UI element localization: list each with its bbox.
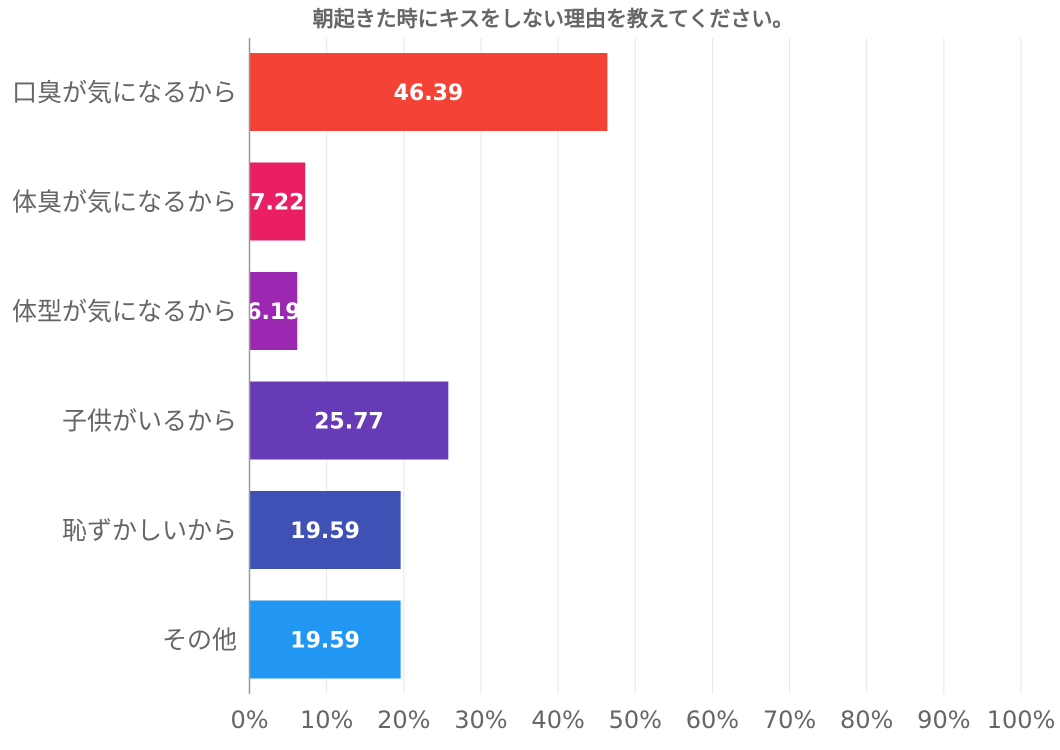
- bar: [249, 53, 608, 131]
- chart-title: 朝起きた時にキスをしない理由を教えてください。: [313, 7, 794, 31]
- bar-value-label: 46.39: [394, 81, 464, 106]
- x-tick-label: 30%: [454, 706, 507, 734]
- category-label: 体臭が気になるから: [12, 188, 237, 217]
- bar-value-label: 25.77: [314, 410, 384, 435]
- x-tick-label: 70%: [763, 706, 816, 734]
- x-tick-label: 60%: [686, 706, 739, 734]
- bar: [249, 381, 449, 460]
- category-label: 子供がいるから: [62, 407, 237, 436]
- bar-value-label: 7.22: [250, 191, 304, 216]
- bar: [249, 491, 401, 569]
- x-tick-label: 20%: [377, 706, 430, 734]
- category-label: 口臭が気になるから: [12, 78, 237, 107]
- category-label: その他: [162, 626, 237, 655]
- category-label: 恥ずかしいから: [62, 516, 237, 545]
- x-tick-label: 10%: [300, 706, 353, 734]
- bar: [249, 272, 298, 350]
- bar-value-label: 6.19: [246, 300, 300, 325]
- x-tick-label: 100%: [987, 706, 1056, 734]
- bars: 46.39 7.22 6.19 25.77 19.59 19.59: [246, 53, 608, 679]
- bar-value-label: 19.59: [290, 519, 360, 544]
- category-label: 体型が気になるから: [12, 297, 237, 326]
- x-axis-ticks: 0% 10% 20% 30% 40% 50% 60% 70% 80% 90% 100%: [230, 706, 1055, 734]
- x-tick-label: 50%: [609, 706, 662, 734]
- x-tick-label: 90%: [917, 706, 970, 734]
- bar: [249, 162, 306, 241]
- category-labels: 口臭が気になるから体臭が気になるから体型が気になるから子供がいるから恥ずかしいか…: [12, 78, 237, 655]
- x-tick-label: 40%: [531, 706, 584, 734]
- x-tick-label: 80%: [840, 706, 893, 734]
- x-tick-label: 0%: [230, 706, 268, 734]
- bar: [249, 600, 401, 679]
- grid-lines: [326, 38, 1022, 694]
- bar-value-label: 19.59: [290, 629, 360, 654]
